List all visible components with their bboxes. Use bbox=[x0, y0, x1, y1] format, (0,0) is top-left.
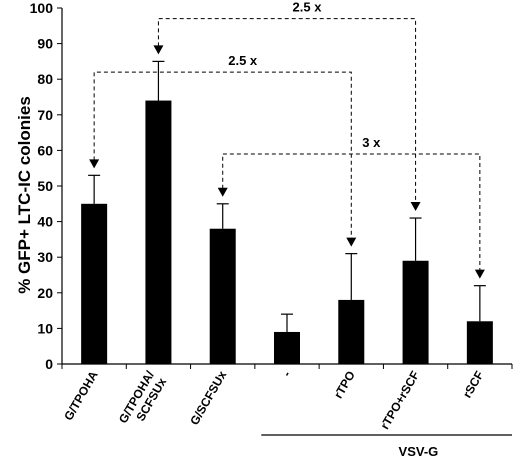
arrowhead bbox=[217, 187, 228, 197]
y-tick-label: 100 bbox=[30, 0, 54, 16]
x-tick-label: G/TPOHA bbox=[61, 368, 101, 423]
x-tick-label: rTPO bbox=[331, 369, 358, 401]
group-label: VSV-G bbox=[399, 444, 439, 459]
arrowhead bbox=[474, 269, 485, 279]
arrowhead bbox=[346, 237, 357, 247]
comparison-bracket bbox=[157, 18, 417, 204]
y-tick-label: 90 bbox=[37, 36, 53, 52]
x-tick-label: rTPO+rSCF bbox=[378, 369, 423, 432]
bar bbox=[145, 100, 172, 364]
comparison-bracket bbox=[93, 71, 352, 239]
x-tick-label: - bbox=[279, 369, 293, 379]
y-tick-label: 30 bbox=[37, 249, 53, 265]
y-tick-label: 70 bbox=[37, 107, 53, 123]
arrowhead bbox=[89, 159, 100, 169]
bar bbox=[274, 331, 300, 364]
y-tick-label: 60 bbox=[37, 142, 53, 158]
y-tick-label: 50 bbox=[37, 178, 53, 194]
x-tick-label: G/SCFSUx bbox=[187, 368, 229, 427]
comparison-bracket bbox=[222, 153, 481, 271]
bar bbox=[338, 299, 365, 364]
y-tick-label: 80 bbox=[37, 71, 53, 87]
y-tick-label: 10 bbox=[37, 320, 53, 336]
y-tick-label: 40 bbox=[37, 214, 53, 230]
bar bbox=[209, 228, 236, 364]
bar bbox=[402, 260, 429, 364]
bar bbox=[81, 203, 108, 364]
bar bbox=[466, 321, 493, 364]
fold-change-label: 2.5 x bbox=[293, 0, 323, 15]
y-axis-label: % GFP+ LTC-IC colonies bbox=[15, 96, 34, 294]
arrowhead bbox=[153, 45, 164, 55]
y-tick-label: 20 bbox=[37, 285, 53, 301]
y-tick-label: 0 bbox=[45, 356, 53, 372]
x-tick-label: G/TPOHA/SCFSUx bbox=[116, 368, 170, 433]
arrowhead bbox=[410, 202, 421, 212]
x-tick-label: rSCF bbox=[460, 369, 486, 401]
fold-change-label: 2.5 x bbox=[228, 53, 258, 68]
fold-change-label: 3 x bbox=[362, 135, 381, 150]
